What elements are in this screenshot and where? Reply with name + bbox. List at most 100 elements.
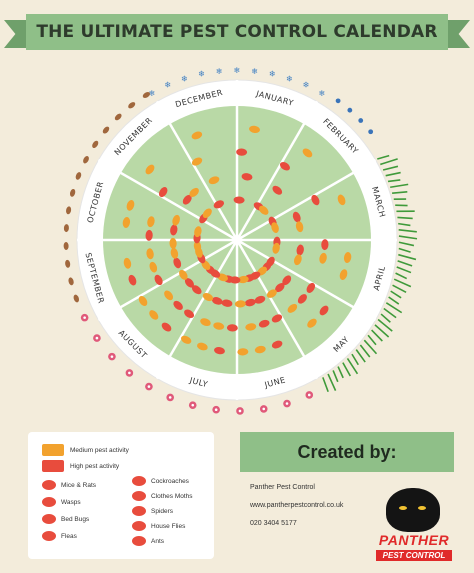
flower-center-icon — [128, 371, 131, 375]
pest-icon — [307, 318, 317, 328]
pest-icon — [311, 194, 320, 206]
grass-blade-icon — [374, 324, 390, 338]
pest-icon — [202, 292, 214, 302]
grass-blade-icon — [342, 362, 351, 377]
logo-name: PANTHER — [378, 532, 450, 548]
pest-icon — [145, 164, 155, 175]
grass-blade-icon — [390, 183, 409, 189]
pest-icon — [279, 161, 290, 171]
pest-label: House Flies — [151, 522, 186, 530]
snowflake-icon: ❄ — [303, 81, 310, 90]
pest-icon — [272, 242, 280, 254]
pest-icon — [339, 269, 348, 280]
pest-icon — [182, 194, 192, 205]
pest-icon — [191, 157, 203, 166]
pest-icon — [306, 282, 316, 293]
pest-icon — [272, 185, 283, 195]
autumn-leaf-icon — [114, 113, 122, 121]
month-divider — [97, 158, 238, 242]
legend-panel: Medium pest activity High pest activity … — [28, 432, 214, 559]
pest-icon — [193, 240, 202, 252]
legend-pest-ants: Ants — [132, 536, 164, 546]
legend-pest-fleas: Fleas — [42, 531, 77, 541]
moth-icon — [132, 491, 146, 501]
pest-icon — [287, 303, 298, 313]
flower-center-icon — [285, 402, 289, 405]
grass-blade-icon — [392, 191, 408, 194]
flower-center-icon — [147, 385, 151, 388]
pest-icon — [275, 283, 285, 293]
raindrop-icon — [347, 107, 353, 113]
legend-pest-mice: Mice & Rats — [42, 480, 96, 490]
pest-icon — [179, 269, 188, 280]
legend-medium-row: Medium pest activity — [42, 444, 129, 456]
pest-icon — [161, 322, 172, 332]
raindrop-icon — [335, 98, 341, 104]
pest-icon — [173, 257, 182, 269]
flower-center-icon — [83, 316, 86, 319]
cockroach-icon — [132, 476, 146, 486]
legend-pest-flies: House Flies — [132, 521, 185, 531]
grass-blade-icon — [380, 158, 398, 166]
pest-icon — [214, 346, 225, 355]
pest-icon — [319, 305, 329, 316]
pest-icon — [149, 310, 159, 320]
company-website[interactable]: www.pantherpestcontrol.co.uk — [250, 502, 344, 509]
autumn-leaf-icon — [73, 294, 80, 303]
high-activity-swatch — [42, 460, 64, 472]
grass-blade-icon — [397, 216, 413, 220]
flea-icon — [42, 531, 56, 541]
pest-icon — [234, 300, 246, 308]
pest-icon — [233, 196, 245, 204]
pest-icon — [122, 217, 131, 228]
pest-icon — [170, 247, 179, 259]
autumn-leaf-icon — [142, 91, 151, 98]
grass-blade-icon — [398, 222, 411, 227]
pest-icon — [123, 257, 132, 269]
pest-icon — [245, 323, 257, 331]
pest-icon — [271, 314, 283, 323]
pest-icon — [213, 322, 225, 330]
pest-icon — [164, 290, 174, 301]
panther-eye-icon — [399, 506, 407, 510]
legend-pest-cockroaches: Cockroaches — [132, 476, 189, 486]
title-band: THE ULTIMATE PEST CONTROL CALENDAR — [26, 14, 448, 50]
panther-head-icon — [386, 488, 440, 532]
legend-pest-wasps: Wasps — [42, 497, 81, 507]
pest-icon — [271, 222, 279, 233]
pest-icon — [184, 309, 195, 319]
wheel-hub — [232, 235, 242, 245]
pest-icon — [249, 125, 260, 134]
pest-label: Fleas — [61, 532, 77, 540]
company-phone: 020 3404 5177 — [250, 520, 297, 527]
pest-icon — [154, 274, 163, 286]
grass-blade-icon — [337, 366, 344, 379]
pest-icon — [244, 298, 256, 307]
pest-label: Bed Bugs — [61, 515, 90, 523]
pest-icon — [173, 300, 183, 310]
pest-icon — [126, 200, 135, 211]
pest-icon — [149, 261, 158, 273]
grass-blade-icon — [385, 302, 403, 314]
flower-center-icon — [168, 396, 172, 399]
pest-icon — [172, 214, 180, 226]
snowflake-icon: ❄ — [198, 70, 205, 79]
autumn-leaf-icon — [102, 126, 110, 134]
month-divider — [155, 239, 239, 380]
grass-blade-icon — [398, 229, 417, 233]
medium-activity-label: Medium pest activity — [70, 446, 129, 454]
flower-center-icon — [95, 336, 99, 340]
pest-icon — [158, 187, 168, 198]
grass-blade-icon — [377, 318, 393, 332]
pest-icon — [343, 252, 352, 263]
pest-icon — [184, 278, 194, 288]
pest-icon — [271, 340, 283, 349]
grass-blade-icon — [382, 165, 399, 171]
flower-center-icon — [110, 355, 114, 358]
company-name: Panther Pest Control — [250, 484, 315, 491]
pest-icon — [236, 148, 248, 156]
grass-blade-icon — [393, 278, 412, 288]
grass-blade-icon — [396, 266, 412, 274]
legend-high-row: High pest activity — [42, 460, 119, 472]
